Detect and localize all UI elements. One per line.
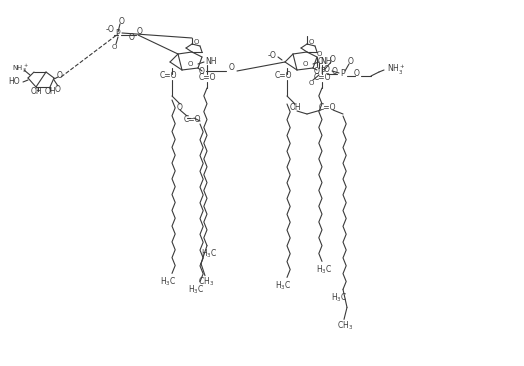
Text: O: O xyxy=(137,27,143,37)
Text: C=O: C=O xyxy=(183,115,201,123)
Text: O: O xyxy=(55,85,61,93)
Text: H$_3$C: H$_3$C xyxy=(275,279,291,292)
Text: O: O xyxy=(177,102,183,112)
Text: O: O xyxy=(193,39,199,45)
Text: O: O xyxy=(330,55,336,63)
Text: P: P xyxy=(341,70,345,78)
Text: -O: -O xyxy=(268,52,277,60)
Text: H$_3$C: H$_3$C xyxy=(316,263,332,276)
Text: O: O xyxy=(302,61,308,67)
Text: O: O xyxy=(314,67,320,75)
Text: O: O xyxy=(229,63,235,72)
Text: H$_3$C: H$_3$C xyxy=(160,275,176,288)
Text: H$_3$C: H$_3$C xyxy=(201,247,217,260)
Text: O: O xyxy=(308,39,314,45)
Text: O: O xyxy=(199,67,205,75)
Text: P: P xyxy=(116,30,121,38)
Text: P: P xyxy=(321,67,325,76)
Text: NH: NH xyxy=(205,57,216,67)
Text: H$_3$C: H$_3$C xyxy=(188,283,204,296)
Text: CH$_3$: CH$_3$ xyxy=(337,319,353,332)
Text: OH: OH xyxy=(30,87,42,97)
Text: NH$_3^+$: NH$_3^+$ xyxy=(387,63,405,77)
Text: CH$_3$: CH$_3$ xyxy=(198,275,214,288)
Text: O: O xyxy=(187,61,193,67)
Text: O: O xyxy=(111,44,117,50)
Text: O: O xyxy=(348,56,354,66)
Text: O: O xyxy=(318,57,324,67)
Text: O: O xyxy=(119,16,125,26)
Text: C=O: C=O xyxy=(318,104,336,112)
Text: HO: HO xyxy=(8,78,20,86)
Text: OH: OH xyxy=(289,102,301,112)
Text: H$_3$C: H$_3$C xyxy=(331,291,347,304)
Text: O: O xyxy=(354,68,360,78)
Text: O: O xyxy=(316,51,322,57)
Text: -O: -O xyxy=(322,66,331,75)
Text: O: O xyxy=(129,34,135,42)
Text: -O: -O xyxy=(105,26,114,34)
Text: C=O: C=O xyxy=(274,71,292,81)
Text: C=O: C=O xyxy=(159,71,177,81)
Text: O: O xyxy=(57,71,63,81)
Text: C=O: C=O xyxy=(198,72,216,82)
Text: O: O xyxy=(332,67,338,75)
Text: O: O xyxy=(308,80,314,86)
Text: NH$_3^+$: NH$_3^+$ xyxy=(12,63,28,75)
Text: OH: OH xyxy=(44,87,56,97)
Text: NH: NH xyxy=(320,57,332,67)
Text: C=O: C=O xyxy=(313,72,331,82)
